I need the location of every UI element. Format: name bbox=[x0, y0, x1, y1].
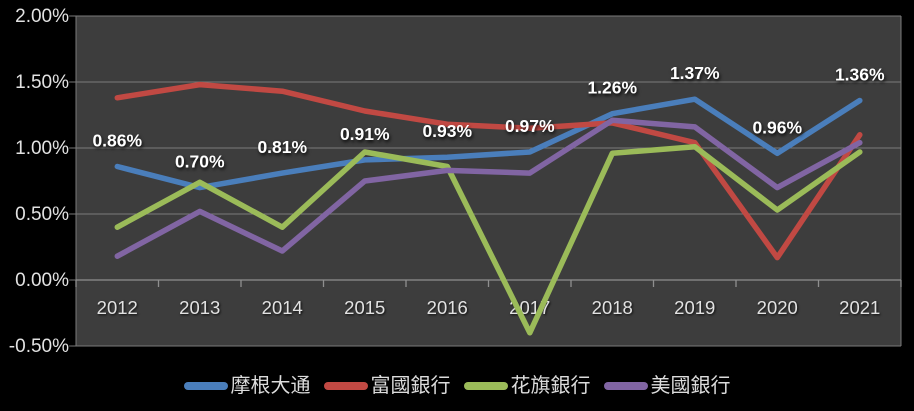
legend-marker-wells-fargo bbox=[323, 382, 368, 390]
data-label-jpmorgan-chase: 1.36% bbox=[835, 64, 885, 84]
data-label-jpmorgan-chase: 1.37% bbox=[670, 63, 720, 83]
legend-item-citibank: 花旗銀行 bbox=[463, 373, 591, 399]
plot-area bbox=[76, 16, 901, 346]
y-axis-label: 1.00% bbox=[15, 138, 69, 159]
legend-label-wells-fargo: 富國銀行 bbox=[370, 375, 451, 397]
data-label-jpmorgan-chase: 0.70% bbox=[175, 152, 225, 172]
x-axis-label: 2018 bbox=[592, 297, 633, 318]
x-axis-label: 2021 bbox=[839, 297, 880, 318]
legend-label-citibank: 花旗銀行 bbox=[510, 375, 591, 397]
series-line-bank-of-america bbox=[114, 117, 863, 259]
data-label-jpmorgan-chase: 0.97% bbox=[505, 116, 555, 136]
series-line-citibank bbox=[114, 143, 863, 336]
y-axis-label: 0.50% bbox=[15, 204, 69, 225]
y-axis-label: 1.50% bbox=[15, 72, 69, 93]
data-label-jpmorgan-chase: 0.96% bbox=[752, 117, 802, 137]
legend-marker-bank-of-america bbox=[603, 382, 648, 390]
data-label-jpmorgan-chase: 0.86% bbox=[92, 130, 142, 150]
x-axis-label: 2020 bbox=[757, 297, 798, 318]
data-label-jpmorgan-chase: 0.81% bbox=[257, 137, 307, 157]
x-axis-label: 2019 bbox=[674, 297, 715, 318]
x-axis-label: 2015 bbox=[344, 297, 385, 318]
x-axis-label: 2012 bbox=[97, 297, 138, 318]
data-label-jpmorgan-chase: 0.91% bbox=[340, 124, 390, 144]
legend-item-jpmorgan-chase: 摩根大通 bbox=[183, 373, 311, 399]
legend-label-jpmorgan-chase: 摩根大通 bbox=[230, 375, 311, 397]
legend-item-wells-fargo: 富國銀行 bbox=[323, 373, 451, 399]
legend-marker-jpmorgan-chase bbox=[183, 382, 228, 390]
y-axis-label: 0.00% bbox=[15, 270, 69, 291]
legend-label-bank-of-america: 美國銀行 bbox=[650, 375, 731, 397]
data-label-jpmorgan-chase: 1.26% bbox=[587, 78, 637, 98]
x-axis-label: 2014 bbox=[262, 297, 303, 318]
y-axis-label: -0.50% bbox=[9, 336, 69, 357]
data-label-jpmorgan-chase: 0.93% bbox=[422, 121, 472, 141]
chart-legend: 摩根大通 富國銀行 花旗銀行 美國銀行 bbox=[0, 372, 914, 400]
x-axis-label: 2013 bbox=[179, 297, 220, 318]
series-line-jpmorgan-chase bbox=[114, 96, 863, 191]
series-line-wells-fargo bbox=[114, 81, 863, 261]
legend-marker-citibank bbox=[463, 382, 508, 390]
y-axis-label: 2.00% bbox=[15, 6, 69, 27]
legend-item-bank-of-america: 美國銀行 bbox=[603, 373, 731, 399]
x-axis-label: 2016 bbox=[427, 297, 468, 318]
